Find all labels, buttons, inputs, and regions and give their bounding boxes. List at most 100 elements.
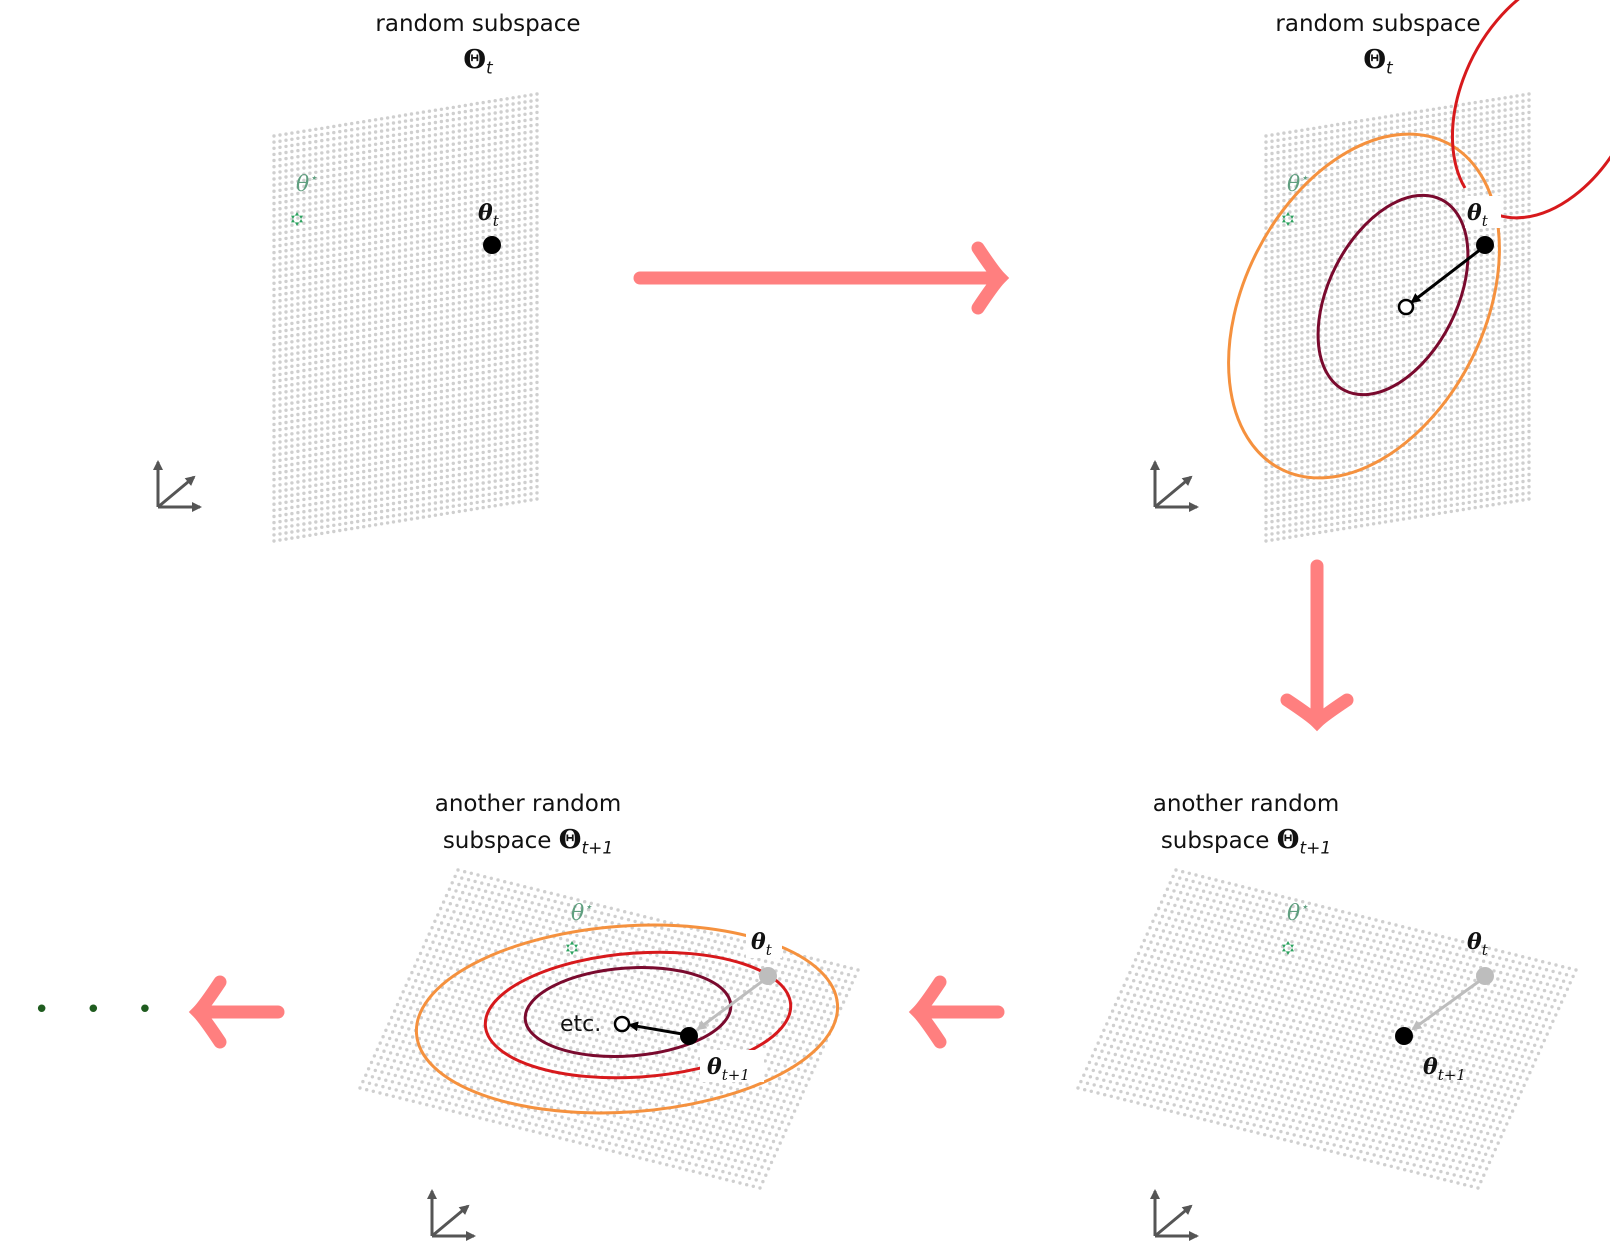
grid-dot	[1359, 358, 1364, 362]
grid-dot	[1401, 363, 1406, 368]
grid-dot	[463, 496, 467, 500]
grid-dot	[1377, 435, 1382, 439]
grid-dot	[1288, 167, 1292, 171]
grid-dot	[326, 328, 330, 332]
grid-dot	[314, 317, 318, 322]
grid-dot	[517, 359, 521, 363]
grid-dot	[1330, 455, 1334, 459]
grid-dot	[457, 104, 461, 109]
grid-dot	[1383, 188, 1388, 193]
grid-dot	[1288, 136, 1292, 140]
grid-dot	[397, 286, 402, 290]
grid-dot	[523, 186, 527, 190]
grid-dot	[1300, 257, 1304, 261]
grid-dot	[505, 133, 509, 138]
grid-dot	[326, 401, 330, 406]
grid-dot	[1318, 297, 1322, 301]
grid-dot	[1419, 342, 1424, 347]
grid-dot	[457, 436, 461, 440]
grid-dot	[373, 381, 378, 386]
grid-dot	[284, 426, 288, 431]
grid-dot	[421, 257, 426, 262]
grid-dot	[409, 425, 414, 429]
grid-dot	[409, 179, 414, 184]
grid-dot	[326, 303, 330, 308]
grid-dot	[391, 262, 396, 266]
grid-dot	[523, 94, 527, 98]
grid-dot	[415, 270, 420, 275]
grid-dot	[1330, 467, 1334, 471]
grid-dot	[344, 386, 348, 391]
grid-dot	[373, 443, 378, 447]
grid-dot	[529, 492, 533, 496]
grid-dot	[487, 149, 491, 153]
grid-dot	[1431, 218, 1436, 222]
grid-dot	[314, 299, 318, 303]
grid-dot	[1431, 248, 1436, 253]
grid-dot	[517, 328, 521, 332]
grid-dot	[302, 332, 306, 336]
grid-dot	[332, 388, 336, 392]
grid-dot	[356, 335, 360, 340]
grid-dot	[1407, 344, 1412, 348]
grid-dot	[403, 254, 408, 258]
grid-dot	[511, 255, 515, 260]
grid-dot	[308, 496, 312, 501]
grid-dot	[523, 321, 527, 325]
grid-dot	[302, 184, 306, 189]
grid-dot	[391, 176, 396, 180]
grid-dot	[338, 295, 342, 299]
grid-dot	[1431, 402, 1436, 406]
grid-dot	[1312, 163, 1316, 167]
grid-dot	[529, 357, 533, 361]
grid-dot	[457, 429, 461, 434]
grid-dot	[415, 129, 420, 134]
grid-dot	[1419, 127, 1424, 132]
grid-dot	[284, 328, 288, 333]
grid-dot	[1425, 139, 1430, 143]
grid-dot	[523, 413, 527, 417]
grid-dot	[284, 156, 288, 161]
grid-dot	[439, 420, 444, 424]
grid-dot	[499, 374, 503, 378]
grid-dot	[1306, 391, 1310, 395]
grid-dot	[409, 505, 414, 509]
grid-dot	[1300, 331, 1304, 335]
grid-dot	[1264, 349, 1268, 353]
grid-dot	[1371, 387, 1376, 391]
grid-dot	[373, 142, 378, 146]
grid-dot	[1365, 332, 1370, 337]
grid-dot	[362, 248, 366, 253]
grid-dot	[397, 157, 402, 161]
grid-dot	[296, 431, 300, 435]
grid-dot	[338, 148, 342, 152]
grid-dot	[362, 334, 366, 339]
grid-dot	[1270, 145, 1274, 149]
grid-dot	[344, 411, 348, 415]
grid-dot	[350, 520, 354, 525]
grid-dot	[1413, 251, 1418, 255]
grid-dot	[535, 399, 539, 403]
grid-dot	[517, 475, 521, 479]
grid-dot	[1437, 155, 1442, 160]
grid-dot	[427, 477, 432, 482]
grid-dot	[1359, 413, 1364, 417]
grid-dot	[1431, 334, 1436, 338]
grid-dot	[469, 231, 473, 236]
grid-dot	[1348, 225, 1352, 229]
grid-dot	[1359, 217, 1364, 221]
grid-dot	[475, 144, 479, 149]
grid-dot	[356, 274, 360, 278]
grid-dot	[463, 312, 467, 316]
grid-dot	[1270, 507, 1274, 512]
grid-dot	[505, 440, 509, 445]
grid-dot	[362, 267, 366, 271]
grid-dot	[1264, 527, 1268, 531]
grid-dot	[445, 186, 449, 190]
grid-dot	[517, 162, 521, 167]
grid-dot	[326, 444, 330, 449]
grid-dot	[481, 352, 485, 356]
grid-dot	[397, 181, 402, 186]
grid-dot	[385, 343, 390, 347]
grid-dot	[529, 130, 533, 134]
